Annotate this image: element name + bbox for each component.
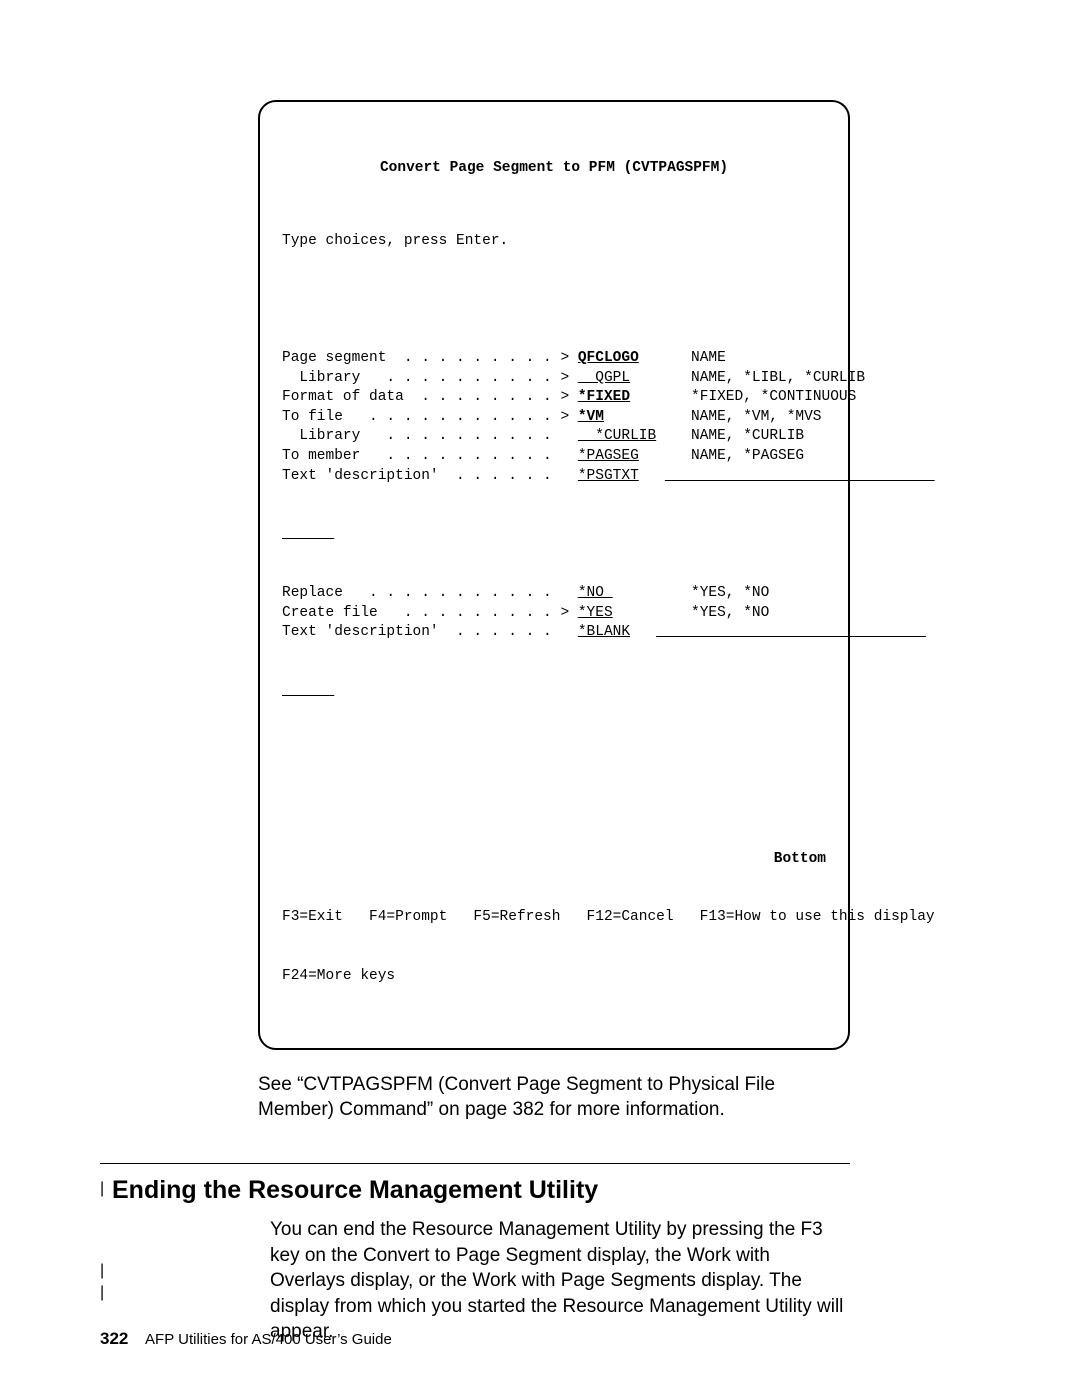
section-heading: Ending the Resource Management Utility <box>112 1176 1020 1205</box>
terminal-row: Replace . . . . . . . . . . . *NO *YES, … <box>282 584 826 604</box>
terminal-blankline-underline-2 <box>282 682 826 702</box>
terminal-row: To file . . . . . . . . . . . > *VM NAME… <box>282 408 826 428</box>
book-title: AFP Utilities for AS/400 User’s Guide <box>145 1331 392 1348</box>
terminal-row: To member . . . . . . . . . . *PAGSEG NA… <box>282 447 826 467</box>
terminal-blank <box>282 291 826 311</box>
page-number: 322 <box>100 1329 128 1348</box>
terminal-spacer <box>282 740 826 810</box>
section-body: You can end the Resource Management Util… <box>270 1217 850 1345</box>
terminal-row: Text 'description' . . . . . . *BLANK <box>282 623 826 643</box>
terminal-title: Convert Page Segment to PFM (CVTPAGSPFM) <box>282 159 826 179</box>
terminal-row: Text 'description' . . . . . . *PSGTXT <box>282 467 826 487</box>
terminal-row: Library . . . . . . . . . . > QGPL NAME,… <box>282 369 826 389</box>
page-footer: 322 AFP Utilities for AS/400 User’s Guid… <box>100 1329 392 1349</box>
terminal-screen: Convert Page Segment to PFM (CVTPAGSPFM)… <box>258 100 850 1050</box>
section-rule <box>100 1163 850 1164</box>
terminal-blankline-underline <box>282 525 826 545</box>
terminal-row: Page segment . . . . . . . . . > QFCLOGO… <box>282 349 826 369</box>
terminal-instructions: Type choices, press Enter. <box>282 232 826 252</box>
terminal-caption: See “CVTPAGSPFM (Convert Page Segment to… <box>258 1072 850 1123</box>
terminal-bottom-label: Bottom <box>282 850 826 870</box>
terminal-fkeys-2: F24=More keys <box>282 967 826 987</box>
terminal-rows: Page segment . . . . . . . . . > QFCLOGO… <box>282 349 826 486</box>
terminal-row: Create file . . . . . . . . . > *YES *YE… <box>282 604 826 624</box>
terminal-row: Format of data . . . . . . . . > *FIXED … <box>282 388 826 408</box>
terminal-row: Library . . . . . . . . . . *CURLIB NAME… <box>282 427 826 447</box>
terminal-fkeys-1: F3=Exit F4=Prompt F5=Refresh F12=Cancel … <box>282 908 826 928</box>
terminal-rows-2: Replace . . . . . . . . . . . *NO *YES, … <box>282 584 826 643</box>
